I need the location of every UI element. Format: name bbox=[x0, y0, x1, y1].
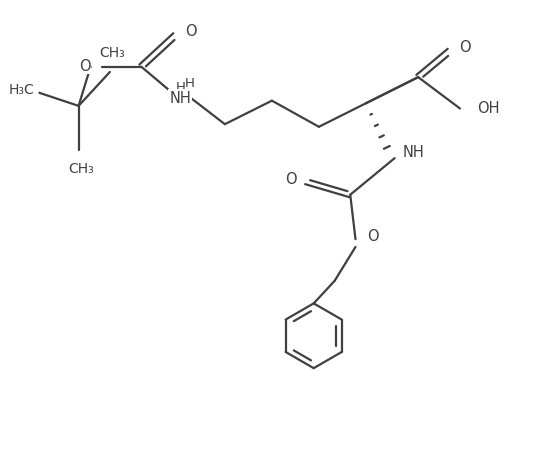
Text: H: H bbox=[176, 81, 186, 94]
Text: O: O bbox=[184, 24, 196, 39]
Text: N: N bbox=[175, 93, 186, 108]
Text: O: O bbox=[367, 229, 379, 244]
Text: OH: OH bbox=[477, 101, 499, 116]
Text: CH₃: CH₃ bbox=[100, 46, 125, 61]
Text: NH: NH bbox=[402, 145, 424, 160]
Text: O: O bbox=[459, 40, 470, 55]
Text: O: O bbox=[285, 172, 296, 186]
Text: NH: NH bbox=[170, 90, 192, 105]
Text: H₃C: H₃C bbox=[8, 83, 34, 97]
Text: O: O bbox=[79, 59, 91, 74]
Text: H: H bbox=[185, 77, 195, 90]
Text: CH₃: CH₃ bbox=[68, 162, 94, 176]
